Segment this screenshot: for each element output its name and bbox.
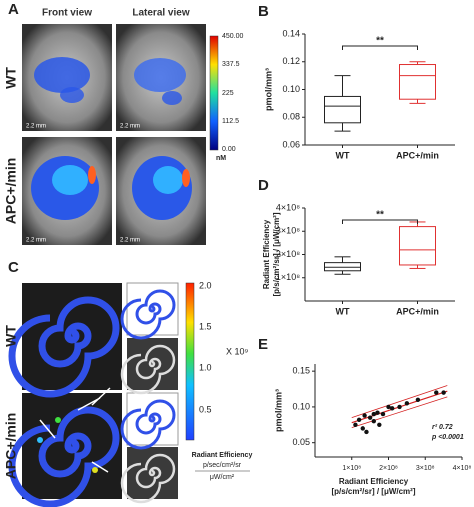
- point: [360, 426, 365, 431]
- x-tick-label: APC+/min: [396, 306, 439, 316]
- y-tick-label: 0.08: [282, 112, 300, 122]
- annotation: r² 0.72: [432, 424, 453, 431]
- significance-bracket: [342, 45, 418, 50]
- y-tick-label: 0.10: [292, 401, 310, 411]
- y-tick-label: 0.15: [292, 366, 310, 376]
- y-tick-label: 1×10⁸: [276, 272, 300, 282]
- y-axis-label: [p/s/cm²/sr] / [μW/cm²]: [272, 212, 281, 296]
- panel-label: B: [258, 3, 269, 20]
- scale-label: 2.2 mm: [120, 124, 140, 130]
- row-label: APC+/min: [3, 413, 19, 480]
- panel-label: E: [258, 336, 268, 353]
- y-tick-label: 0.05: [292, 437, 310, 447]
- significance: **: [376, 210, 384, 221]
- colorbar-unit: p/sec/cm²/sr: [203, 462, 242, 469]
- x-axis-label: [p/s/cm²/sr] / [μW/cm²]: [331, 487, 415, 496]
- y-tick-label: 0.14: [282, 28, 300, 38]
- colorbar-label: 337.5: [222, 61, 240, 68]
- x-tick-label: APC+/min: [396, 150, 439, 160]
- point: [380, 411, 386, 417]
- x-tick-label: 3×10⁸: [416, 465, 435, 472]
- point: [364, 429, 369, 435]
- colorbar-label: 450.00: [222, 33, 244, 40]
- column-header: Front view: [42, 8, 92, 19]
- significance-bracket: [342, 219, 418, 224]
- box: [324, 262, 361, 272]
- point: [353, 422, 358, 428]
- row-label: WT: [3, 325, 19, 347]
- point: [404, 401, 410, 406]
- colorbar-unit: μW/cm²: [210, 474, 235, 481]
- box: [324, 95, 361, 124]
- x-tick-label: WT: [336, 150, 350, 160]
- colorbar-label: 225: [222, 90, 234, 97]
- colorbar-label: 0.00: [222, 146, 236, 153]
- point: [386, 404, 391, 410]
- panel-label: A: [8, 1, 19, 18]
- row-label: WT: [3, 67, 19, 89]
- point: [356, 417, 362, 422]
- box: [399, 226, 436, 266]
- y-axis-label: pmol/mm³: [273, 389, 283, 432]
- point: [371, 419, 376, 424]
- colorbar-label: 2.0: [199, 280, 212, 290]
- confidence-band: [351, 385, 448, 419]
- panel-label: D: [258, 177, 269, 194]
- y-tick-label: 4×10⁸: [276, 202, 300, 212]
- point: [375, 410, 380, 415]
- y-axis-label: Radiant Efficiency: [262, 219, 271, 289]
- y-tick-label: 2×10⁸: [276, 249, 300, 259]
- panel-c-images: [12, 282, 195, 504]
- scale-label: 2.2 mm: [120, 238, 140, 244]
- colorbar-title: Radiant Efficiency: [192, 452, 253, 459]
- colorbar-label: 112.5: [222, 118, 239, 125]
- colorbar-multiplier: X 10⁹: [226, 346, 249, 356]
- scale-label: 2.2 mm: [26, 238, 46, 244]
- x-tick-label: 2×10⁸: [379, 465, 398, 472]
- point: [367, 415, 373, 420]
- x-tick-label: 4×10⁸: [453, 465, 472, 472]
- point: [377, 422, 382, 428]
- point: [397, 404, 402, 410]
- confidence-band: [351, 396, 448, 429]
- point: [441, 390, 446, 395]
- scale-label: 2.2 mm: [26, 124, 46, 130]
- y-tick-label: 0.10: [282, 84, 300, 94]
- y-axis-label: pmol/mm³: [263, 68, 273, 111]
- panel-label: C: [8, 259, 19, 276]
- point: [389, 406, 395, 411]
- colorbar-label: 1.5: [199, 321, 212, 331]
- colorbar-label: 1.0: [199, 362, 212, 372]
- point: [371, 411, 376, 417]
- x-tick-label: 1×10⁸: [342, 465, 361, 472]
- point: [434, 390, 439, 395]
- x-tick-label: WT: [336, 306, 350, 316]
- panel-a-images: [22, 24, 219, 245]
- colorbar-label: 0.5: [199, 404, 212, 414]
- x-axis-label: Radiant Efficiency: [339, 477, 409, 486]
- charts: B 0.06 0.08 0.10 0.12 0.14 pmol/mm³ WT APC+/min *…: [258, 3, 471, 496]
- row-label: APC+/min: [3, 158, 19, 225]
- box: [399, 64, 436, 100]
- annotation: p <0.0001: [431, 434, 464, 441]
- y-tick-label: 0.06: [282, 139, 300, 149]
- y-tick-label: 0.12: [282, 56, 300, 66]
- point: [362, 413, 367, 418]
- point: [415, 397, 421, 402]
- colorbar-unit: nM: [216, 155, 226, 162]
- y-tick-label: 3×10⁸: [276, 226, 300, 236]
- significance: **: [376, 36, 384, 47]
- column-header: Lateral view: [132, 8, 189, 19]
